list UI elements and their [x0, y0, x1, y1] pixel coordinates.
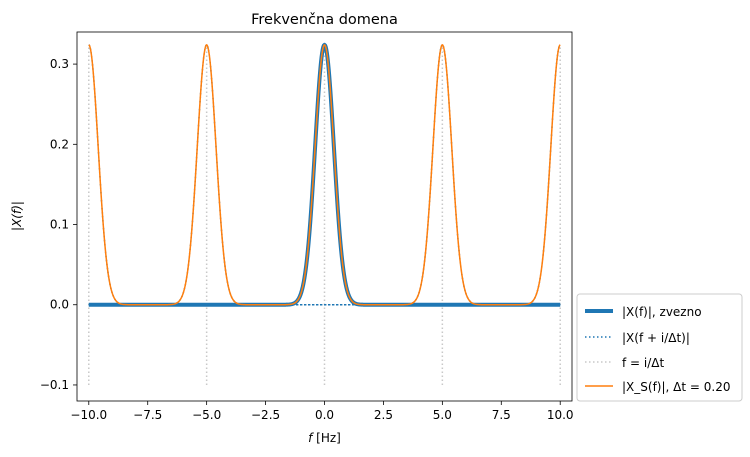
legend-label-vlines: f = i/Δt	[622, 356, 664, 370]
legend-box	[576, 293, 743, 402]
x-tick-label: 5.0	[433, 408, 452, 422]
x-tick-label: −2.5	[251, 408, 280, 422]
x-tick-label: −7.5	[133, 408, 162, 422]
x-tick-label: −5.0	[192, 408, 221, 422]
x-axis-label: f [Hz]	[308, 431, 341, 445]
x-axis: −10.0 −7.5 −5.0 −2.5 0.0 2.5 5.0 7.5 10.0	[70, 401, 574, 422]
x-axis-label-unit: [Hz]	[312, 431, 341, 445]
x-tick-label: 2.5	[374, 408, 393, 422]
legend-label-shifted: |X(f + i/Δt)|	[622, 331, 690, 345]
y-axis-label: |X(f)|	[10, 201, 24, 231]
y-tick-label: 0.3	[50, 57, 69, 71]
x-tick-label: 0.0	[315, 408, 334, 422]
y-axis: −0.1 0.0 0.1 0.2 0.3	[40, 57, 77, 392]
x-axis-label-variable: f	[308, 431, 314, 445]
plot-area	[87, 42, 562, 385]
x-tick-label: −10.0	[70, 408, 107, 422]
series-sampled-spectrum	[88, 44, 561, 306]
y-tick-label: 0.1	[50, 218, 69, 232]
y-tick-label: −0.1	[40, 378, 69, 392]
legend: |X(f)|, zvezno |X(f + i/Δt)| f = i/Δt |X…	[576, 293, 743, 402]
legend-label-sampled: |X_S(f)|, Δt = 0.20	[622, 380, 730, 394]
y-tick-label: 0.2	[50, 137, 69, 151]
sampling-frequency-lines	[88, 44, 561, 385]
series-shifted-spectrum	[88, 43, 561, 306]
chart-title: Frekvenčna domena	[251, 12, 398, 28]
x-tick-label: 7.5	[492, 408, 511, 422]
y-tick-label: 0.0	[50, 298, 69, 312]
legend-label-continuous: |X(f)|, zvezno	[622, 305, 702, 319]
x-tick-label: 10.0	[547, 408, 574, 422]
